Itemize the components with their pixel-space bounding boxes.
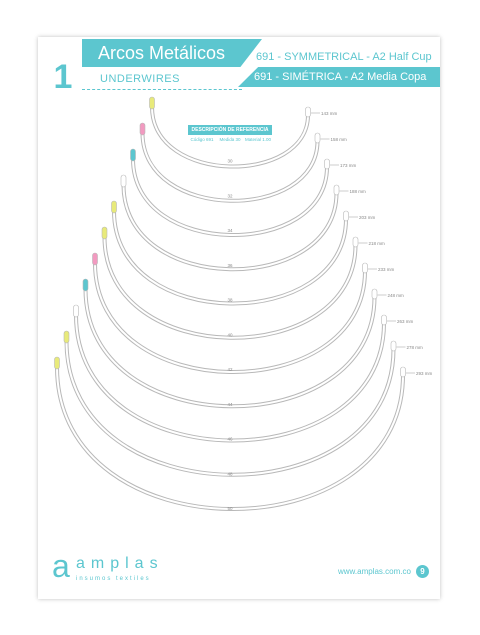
reference-field-code: Código 691 [190, 137, 214, 142]
reference-field-material: Material 1.00 [245, 137, 272, 142]
logo-tagline: insumos textiles [76, 576, 151, 582]
wire-size-label: 34 [227, 228, 233, 233]
underwire-diagram: 143 mm 30 158 mm 32 173 mm 34 188 mm 36 203 mm 38… [54, 96, 433, 511]
underwire-inner [75, 314, 385, 442]
wire-size-label: 50 [227, 506, 233, 511]
wire-size-label: 44 [227, 402, 233, 407]
page-subtitle: UNDERWIRES [100, 73, 180, 85]
underwire-left-tip [82, 278, 89, 292]
wire-length-label: 203 mm [359, 215, 376, 220]
underwire-left-tip [54, 356, 60, 370]
wire-length-label: 278 mm [407, 345, 424, 350]
underwire-right-tip [381, 314, 387, 326]
underwire-inner [141, 132, 319, 202]
wire-length-label: 293 mm [416, 371, 433, 376]
wire-size-label: 42 [227, 367, 233, 372]
underwire-inner [122, 184, 338, 271]
underwire-outline [102, 236, 358, 340]
underwire-left-tip [130, 148, 136, 162]
underwire-inner [56, 366, 404, 510]
underwire-left-tip [73, 304, 79, 318]
wire-length-label: 218 mm [369, 241, 386, 246]
underwire-right-tip [324, 158, 330, 170]
underwire-inner [103, 236, 357, 339]
underwire-left-tip [120, 174, 127, 188]
underwire-inner [94, 262, 366, 373]
catalog-page: 1 Arcos Metálicos UNDERWIRES 691 - SYMME… [38, 37, 440, 599]
subtitle-underline [82, 89, 242, 90]
underwire-right-tip [390, 340, 397, 352]
reference-fields: Código 691 Medida 30 Material 1.00 [188, 137, 272, 143]
underwire-outline [112, 210, 348, 306]
wire-length-label: 248 mm [388, 293, 405, 298]
page-title: Arcos Metálicos [98, 43, 226, 63]
wire-length-label: 263 mm [397, 319, 414, 324]
underwire-inner [132, 158, 328, 236]
wire-size-label: 38 [227, 298, 233, 303]
reference-description-box: DESCRIPCIÓN DE REFERENCIA Código 691 Med… [188, 125, 272, 155]
underwire-left-tip [111, 200, 117, 214]
wire-size-label: 32 [227, 193, 233, 198]
title-banner [82, 39, 262, 67]
wire-size-label: 36 [227, 263, 233, 268]
wire-length-label: 188 mm [350, 189, 367, 194]
reference-field-size: Medida 30 [219, 137, 241, 142]
wire-size-label: 48 [227, 471, 233, 476]
underwire-outline [83, 288, 377, 409]
wire-length-label: 143 mm [321, 111, 338, 116]
underwire-inner [65, 340, 395, 476]
underwire-inner [151, 106, 309, 168]
chapter-number: 1 [53, 58, 73, 96]
page-number-badge: 9 [416, 565, 429, 578]
wire-size-label: 40 [227, 332, 233, 337]
reference-title: DESCRIPCIÓN DE REFERENCIA [188, 125, 272, 135]
wire-size-label: 30 [227, 159, 233, 164]
underwire-left-tip [149, 96, 155, 110]
wire-length-label: 173 mm [340, 163, 357, 168]
underwire-inner [113, 210, 347, 305]
wire-length-label: 233 mm [378, 267, 395, 272]
underwire-right-tip [314, 132, 321, 144]
logo-wordmark: amplas [76, 555, 164, 572]
wire-size-label: 46 [227, 437, 233, 442]
wire-length-label: 158 mm [331, 137, 348, 142]
underwire-right-tip [371, 288, 378, 300]
underwire-right-tip [362, 262, 368, 274]
underwire-right-tip [343, 210, 349, 222]
underwire-left-tip [63, 330, 70, 344]
underwire-inner [84, 288, 376, 408]
model-title-bar [238, 67, 440, 87]
underwire-outline [93, 262, 367, 374]
website-link[interactable]: www.amplas.com.co [338, 567, 411, 576]
model-title-spanish: 691 - SIMÉTRICA - A2 Media Copa [254, 71, 427, 83]
logo-mark-icon: a [52, 548, 70, 584]
underwire-right-tip [333, 184, 340, 196]
underwire-left-tip [92, 252, 98, 266]
model-title-english: 691 - SYMMETRICAL - A2 Half Cup [256, 51, 432, 63]
amplas-logo: a amplas insumos textiles [52, 547, 162, 589]
underwire-right-tip [305, 106, 311, 118]
underwire-right-tip [400, 366, 406, 378]
underwire-left-tip [139, 122, 146, 136]
underwire-left-tip [101, 226, 108, 240]
underwire-right-tip [352, 236, 359, 248]
